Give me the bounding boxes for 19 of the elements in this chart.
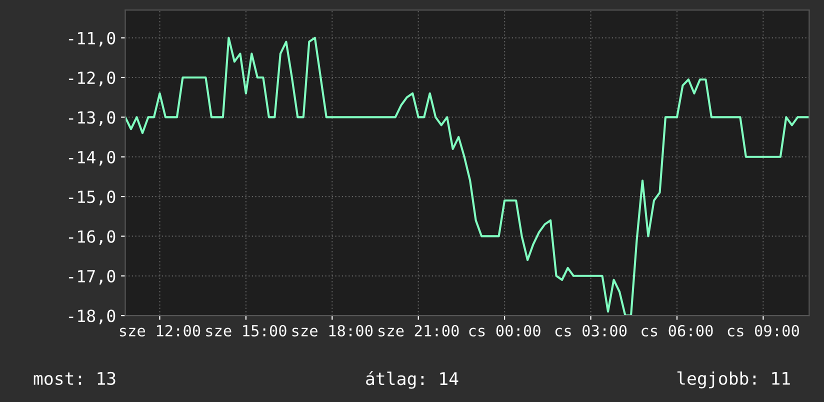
y-tick-label: -16,0 xyxy=(68,230,116,245)
x-tick-label: cs 09:00 xyxy=(728,324,799,337)
x-tick-label: cs 00:00 xyxy=(469,324,540,337)
y-tick-label: -13,0 xyxy=(68,111,116,126)
x-tick-label: sze 21:00 xyxy=(378,324,459,337)
x-tick-label: cs 06:00 xyxy=(642,324,713,337)
text: legjobb: 11 xyxy=(677,371,790,388)
x-tick-label: sze 18:00 xyxy=(292,324,373,337)
y-tick-label: -14,0 xyxy=(68,150,116,166)
x-tick-label: sze 15:00 xyxy=(206,324,286,337)
y-tick-label: -11,0 xyxy=(68,32,116,47)
x-tick-label: sze 12:00 xyxy=(120,324,200,337)
x-tick-label: cs 03:00 xyxy=(555,324,627,337)
text: most: 13 xyxy=(34,372,116,385)
y-tick-label: -12,0 xyxy=(68,72,116,86)
y-tick-label: -18,0 xyxy=(68,310,116,324)
text: átlag: 14 xyxy=(366,371,458,389)
y-tick-label: -17,0 xyxy=(68,270,116,285)
y-tick-label: -15,0 xyxy=(68,190,116,206)
